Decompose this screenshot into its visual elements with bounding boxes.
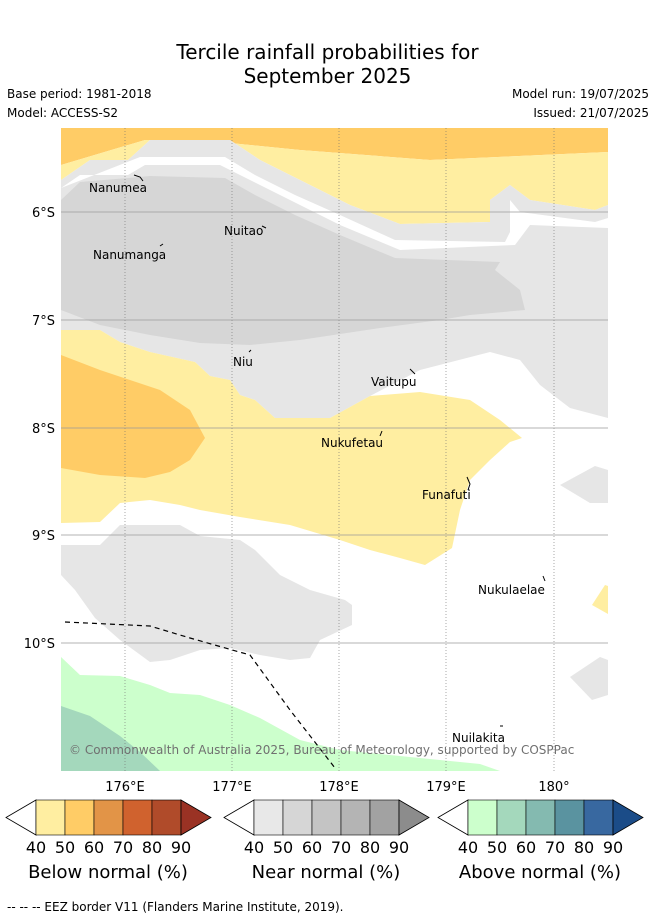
island-funafuti [466, 476, 471, 491]
place-label-funafuti: Funafuti [422, 488, 471, 502]
below-normal-50-middle [61, 355, 205, 478]
colorbar-near-swatch [311, 799, 342, 836]
colorbar-near-extend-high [398, 799, 430, 836]
base-period: Base period: 1981-2018 [7, 87, 152, 101]
colorbar-below-tick: 80 [142, 838, 162, 857]
colorbar-above-tick: 60 [516, 838, 536, 857]
below-normal-40-middle [61, 330, 522, 565]
lon-tick-176e: 176°E [105, 780, 145, 795]
colorbar-near-tick: 70 [331, 838, 351, 857]
colorbar-label-near: Near normal (%) [251, 862, 401, 883]
colorbar-above-extend-high [612, 799, 644, 836]
issued-date: Issued: 21/07/2025 [533, 106, 649, 120]
near-normal-40-right-1 [560, 466, 608, 503]
eez-footnote: -- -- -- EEZ border V11 (Flanders Marine… [7, 900, 344, 914]
colorbar-near-tick: 40 [244, 838, 264, 857]
lat-tick-10s: 10°S [24, 637, 55, 652]
place-label-vaitupu: Vaitupu [371, 375, 417, 389]
colorbar-above-tick: 70 [545, 838, 565, 857]
above-normal-40 [61, 657, 500, 771]
lon-tick-179e: 179°E [426, 780, 466, 795]
lat-tick-8s: 8°S [32, 422, 55, 437]
colorbar-above-swatch [467, 799, 498, 836]
colorbar-near-swatch [369, 799, 400, 836]
colorbar-below-extend-high [180, 799, 212, 836]
island-nanumanga [159, 243, 164, 247]
colorbar-label-below: Below normal (%) [28, 862, 188, 883]
colorbar-near: 40 50 60 70 80 90 [223, 799, 430, 857]
colorbar-below-tick: 50 [55, 838, 75, 857]
colorbar-above-swatch [583, 799, 614, 836]
title-line-1: Tercile rainfall probabilities for [176, 40, 479, 64]
model-run: Model run: 19/07/2025 [511, 87, 649, 101]
lat-tick-6s: 6°S [32, 206, 55, 221]
place-label-nuitao: Nuitao [224, 224, 263, 238]
colorbar-near-tick: 80 [360, 838, 380, 857]
lon-tick-177e: 177°E [212, 780, 252, 795]
lon-tick-180: 180° [538, 780, 569, 795]
below-normal-40-top [61, 140, 608, 224]
colorbar-above: 40 50 60 70 80 90 [437, 799, 644, 857]
colorbar-label-above: Above normal (%) [458, 862, 622, 883]
lat-tick-9s: 9°S [32, 529, 55, 544]
place-label-nanumea: Nanumea [89, 181, 147, 195]
lat-tick-7s: 7°S [32, 314, 55, 329]
island-nukulaelae [542, 575, 546, 582]
graticule [124, 128, 555, 771]
colorbar-near-tick: 50 [273, 838, 293, 857]
near-normal-40-lower [61, 525, 352, 662]
colorbar-above-tick: 50 [487, 838, 507, 857]
colorbar-below-swatch [93, 799, 124, 836]
below-normal-40-right [592, 585, 608, 614]
model-name: Model: ACCESS-S2 [7, 106, 119, 120]
colorbar-above-tick: 80 [574, 838, 594, 857]
colorbar-below-swatch [35, 799, 66, 836]
colorbar-above-swatch [554, 799, 585, 836]
title-line-2: September 2025 [243, 64, 412, 88]
colorbar-above-extend-low [437, 799, 469, 836]
colorbar-above-tick: 90 [603, 838, 623, 857]
colorbar-above-swatch [525, 799, 556, 836]
place-label-nanumanga: Nanumanga [93, 248, 166, 262]
colorbars: 40 50 60 70 80 90 40 50 60 70 80 90 40 50 60 70 80 90 [5, 799, 644, 857]
island-nanumea [133, 174, 144, 182]
island-niu [248, 349, 252, 353]
colorbar-near-tick: 60 [302, 838, 322, 857]
below-normal-50-top [61, 128, 608, 165]
island-nuitao [261, 225, 267, 229]
lon-tick-178e: 178°E [319, 780, 359, 795]
colorbar-below-tick: 90 [171, 838, 191, 857]
colorbar-below-tick: 60 [84, 838, 104, 857]
map-title: Tercile rainfall probabilities for Septe… [0, 40, 655, 88]
colorbar-below-extend-low [5, 799, 37, 836]
islands [133, 174, 546, 727]
colorbar-below-tick: 70 [113, 838, 133, 857]
colorbar-above-swatch [496, 799, 527, 836]
near-normal-40-right-2 [570, 657, 608, 700]
near-normal-50 [61, 176, 525, 345]
colorbar-near-swatch [340, 799, 371, 836]
copyright-notice: © Commonwealth of Australia 2025, Bureau… [69, 743, 574, 757]
colorbar-below-tick: 40 [26, 838, 46, 857]
island-vaitupu [409, 368, 416, 375]
place-label-nukufetau: Nukufetau [321, 436, 383, 450]
colorbar-below-swatch [64, 799, 95, 836]
place-label-nuilakita: Nuilakita [452, 731, 505, 745]
place-label-nukulaelae: Nukulaelae [478, 583, 545, 597]
colorbar-below-swatch [122, 799, 153, 836]
above-normal-50 [61, 706, 160, 771]
colorbar-near-extend-low [223, 799, 255, 836]
colorbar-near-swatch [253, 799, 284, 836]
colorbar-near-swatch [282, 799, 313, 836]
colorbar-above-tick: 40 [458, 838, 478, 857]
colorbar-near-tick: 90 [389, 838, 409, 857]
colorbar-below: 40 50 60 70 80 90 [5, 799, 212, 857]
place-label-niu: Niu [233, 355, 253, 369]
colorbar-below-swatch [151, 799, 182, 836]
map-area: Nanumea Nuitao Nanumanga Niu Vaitupu Nuk… [61, 128, 608, 771]
island-nukufetau [379, 430, 383, 437]
